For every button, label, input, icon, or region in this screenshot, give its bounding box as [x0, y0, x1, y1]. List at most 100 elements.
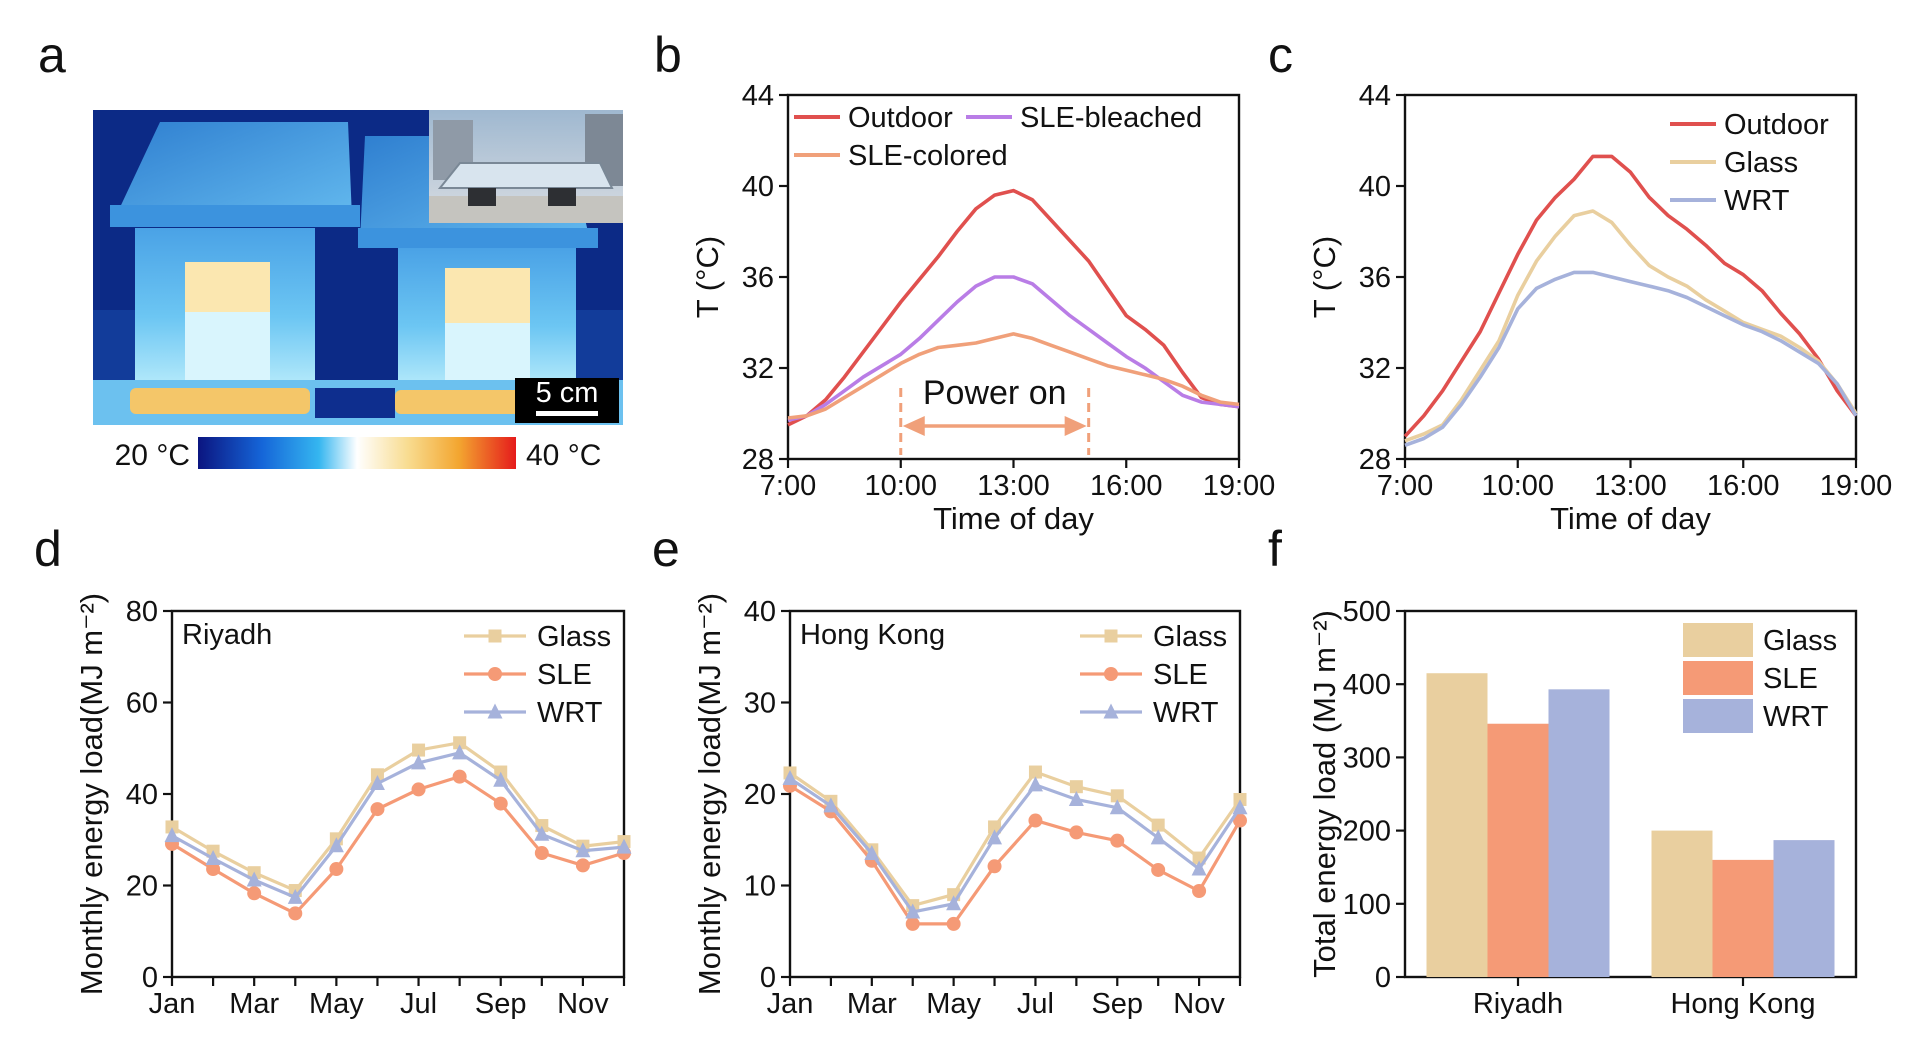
legend-marker-e: [1103, 703, 1119, 719]
colorbar-max-label: 40 °C: [526, 439, 601, 472]
legend-label-e: SLE: [1153, 659, 1208, 691]
legend-marker-e: [1104, 667, 1118, 681]
x-tick-label-f: Riyadh: [1473, 988, 1563, 1020]
series-line-b-sle-bleached: [787, 275, 1240, 423]
y-tick-label-e: 0: [760, 962, 776, 994]
y-tick-label-d: 80: [126, 596, 158, 628]
y-tick-label-c: 40: [1359, 171, 1391, 203]
data-point-e-wrt: [1068, 790, 1084, 806]
data-point-e-sle: [1028, 813, 1043, 828]
data-point-d-wrt: [493, 771, 509, 787]
series-line-b-sle-colored: [787, 332, 1240, 420]
y-tick-label-c: 36: [1359, 262, 1391, 294]
x-tick-label-b: 16:00: [1090, 470, 1163, 502]
bar-sle-riyadh: [1487, 723, 1549, 977]
annotation-arrow-head-right: [1064, 416, 1087, 436]
x-tick-label-c: 16:00: [1707, 470, 1780, 502]
legend-label-c: Glass: [1724, 147, 1798, 179]
legend-label-e: Glass: [1153, 621, 1227, 653]
data-point-d-wrt: [369, 774, 385, 790]
y-axis-label-c: T (°C): [1307, 236, 1342, 318]
y-tick-label-e: 40: [744, 596, 776, 628]
x-tick-label-e: May: [926, 988, 981, 1020]
data-point-e-glass: [1151, 818, 1165, 832]
x-tick-label-e: Mar: [847, 988, 897, 1020]
x-tick-label-b: 13:00: [977, 470, 1050, 502]
data-point-d-glass: [165, 820, 179, 834]
y-tick-label-f: 0: [1375, 962, 1391, 994]
data-point-e-glass: [988, 820, 1002, 834]
legend-swatch-f: [1683, 699, 1753, 733]
x-tick-label-d: Jan: [149, 988, 196, 1020]
y-tick-label-f: 300: [1343, 742, 1391, 774]
data-point-d-wrt: [328, 837, 344, 853]
data-point-d-wrt: [246, 871, 262, 887]
x-tick-label-c: 13:00: [1594, 470, 1667, 502]
data-point-d-wrt: [452, 744, 468, 760]
data-point-e-wrt: [905, 903, 921, 919]
data-point-d-wrt: [287, 888, 303, 904]
data-point-e-sle: [1192, 883, 1207, 898]
legend-marker-d: [488, 629, 502, 643]
x-tick-label-d: Nov: [557, 988, 609, 1020]
colorbar: [198, 437, 516, 469]
data-point-d-sle: [206, 862, 221, 877]
legend-label-d: WRT: [537, 697, 603, 729]
data-point-d-glass: [370, 768, 384, 782]
bar-wrt-hong-kong: [1773, 840, 1835, 977]
y-tick-label-e: 10: [744, 871, 776, 903]
series-line-d-wrt: [171, 751, 625, 900]
bar-wrt-riyadh: [1548, 689, 1610, 977]
panel-letter-f: f: [1268, 521, 1282, 577]
data-point-d-glass: [453, 736, 467, 750]
legend-label-f: Glass: [1763, 625, 1837, 657]
data-point-e-sle: [1233, 813, 1247, 828]
chart-c: 28 32 36 40 44 7:00 10:00 13:00 16:00 19:00 T (°C)…: [1307, 80, 1892, 536]
panel-letter-b: b: [654, 27, 682, 83]
data-point-e-sle: [946, 916, 961, 931]
data-point-e-wrt: [987, 829, 1003, 845]
x-tick-label-e: Jan: [767, 988, 814, 1020]
series-line-d-sle: [171, 774, 625, 916]
series-line-b-outdoor: [787, 188, 1240, 427]
x-tick-label-e: Jul: [1017, 988, 1054, 1020]
y-tick-label-c: 28: [1359, 444, 1391, 476]
data-point-d-wrt: [411, 754, 427, 770]
data-point-e-sle: [987, 859, 1002, 874]
plot-frame-f: [1403, 609, 1858, 979]
legend-label-b: SLE-bleached: [1020, 102, 1202, 134]
data-point-d-sle: [452, 769, 467, 784]
annotation-power-on: Power on: [923, 374, 1067, 412]
bar-glass-hong-kong: [1651, 830, 1713, 977]
data-point-d-sle: [329, 862, 344, 877]
data-point-e-wrt: [1232, 799, 1248, 815]
y-tick-label-f: 200: [1343, 816, 1391, 848]
y-tick-label-f: 500: [1343, 596, 1391, 628]
x-tick-label-e: Nov: [1173, 988, 1225, 1020]
panel-letter-a: a: [38, 27, 66, 83]
panel-letter-d: d: [34, 521, 62, 577]
data-point-d-wrt: [164, 827, 180, 843]
data-point-e-sle: [1151, 862, 1166, 877]
series-line-e-sle: [789, 784, 1242, 926]
legend-swatch-f: [1683, 661, 1753, 695]
data-point-d-glass: [412, 743, 426, 757]
chart-title-d: Riyadh: [182, 619, 272, 651]
y-tick-label-e: 30: [744, 688, 776, 720]
legend-marker-d: [487, 703, 503, 719]
y-tick-label-d: 40: [126, 779, 158, 811]
chart-b: 28 32 36 40 44 7:00 10:00 13:00 16:00 19:00 T (°C)…: [690, 80, 1275, 536]
y-axis-label-f: Total energy load (MJ m⁻²): [1307, 610, 1342, 978]
legend-label-b: SLE-colored: [848, 140, 1008, 172]
legend-marker-d: [488, 667, 502, 681]
legend-label-d: Glass: [537, 621, 611, 653]
y-tick-label-b: 32: [742, 353, 774, 385]
legend-label-f: SLE: [1763, 663, 1818, 695]
x-tick-label-b: 19:00: [1203, 470, 1276, 502]
x-tick-label-c: 19:00: [1820, 470, 1893, 502]
bar-sle-hong-kong: [1712, 859, 1774, 977]
x-tick-label-d: May: [309, 988, 364, 1020]
bar-glass-riyadh: [1426, 673, 1488, 977]
chart-d: 0 20 40 60 80 Jan Mar May Jul Sep Nov Monthly energ…: [74, 593, 632, 1020]
